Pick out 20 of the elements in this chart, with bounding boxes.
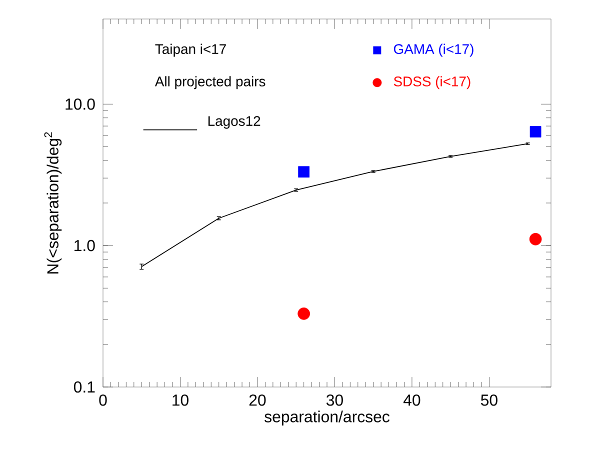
point <box>529 232 542 246</box>
x-tick-label: 0 <box>99 394 107 406</box>
x-tick-label: 40 <box>403 394 420 406</box>
x-tick-label: 10 <box>172 394 188 406</box>
x-tick-label: 50 <box>480 394 498 406</box>
annotation: All projected pairs <box>154 76 266 90</box>
legend-label: Lagos12 <box>208 116 260 129</box>
legend-label: SDSS (i<17) <box>394 76 470 90</box>
point <box>298 166 310 178</box>
y-tick-label: 10.0 <box>66 98 95 110</box>
x-tick-label: 30 <box>326 394 343 406</box>
x-tick-label: 20 <box>249 394 266 406</box>
x-axis-title: separation/arcsec <box>264 410 390 426</box>
annotation: Taipan i<17 <box>155 44 226 57</box>
y-tick-label: 1.0 <box>74 240 95 252</box>
y-tick-label: 0.1 <box>74 381 95 393</box>
point <box>530 126 542 138</box>
y-axis-title: N(<separation)/deg$^{2}$ <box>44 132 62 274</box>
legend-label: GAMA (i<17) <box>394 44 474 57</box>
point <box>298 307 310 320</box>
